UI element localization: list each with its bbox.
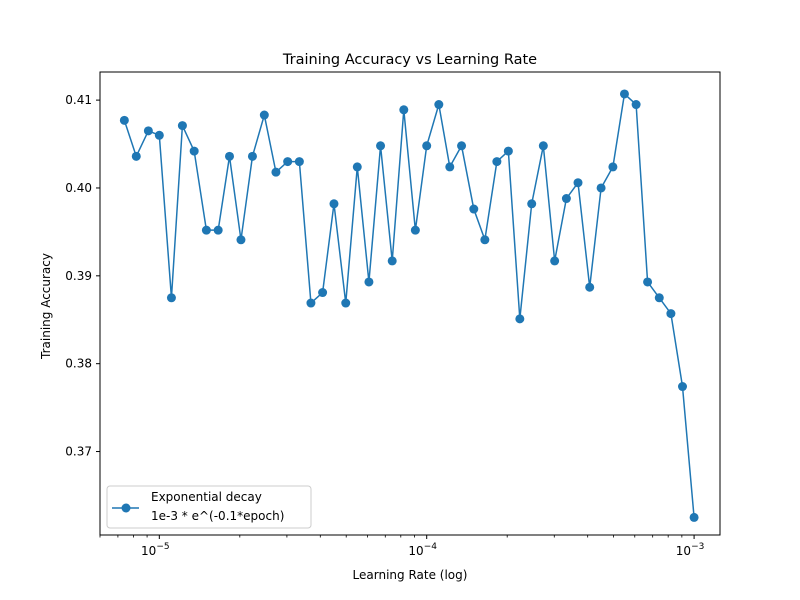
y-tick-label: 0.38 [65,357,92,371]
y-tick-label: 0.41 [65,93,92,107]
data-point [236,235,246,245]
legend-frame [106,485,312,529]
chart-title: Training Accuracy vs Learning Rate [282,52,537,68]
data-point [213,225,223,235]
data-point [410,225,420,235]
data-point [666,309,676,319]
legend-label-line1: Exponential decay [151,490,262,504]
y-axis-label: Training Accuracy [39,253,53,360]
data-point [422,141,432,151]
y-tick-label: 0.40 [65,181,92,195]
data-point [119,115,129,125]
plot-area: 0.37 0.38 0.39 0.40 0.41 10−5 10−4 10−3 [65,71,721,558]
data-point [677,382,687,392]
data-point [224,151,234,161]
x-axis-label: Learning Rate (log) [353,568,468,582]
data-point [376,141,386,151]
data-point [434,100,444,110]
data-point [341,298,351,308]
data-point [189,146,199,156]
data-point [492,157,502,167]
data-point [318,288,328,298]
data-point [619,89,629,99]
x-tick-label: 10−4 [408,542,437,558]
data-point [445,162,455,172]
y-tick-label: 0.39 [65,269,92,283]
data-point [329,199,339,209]
data-point [538,141,548,151]
series-line [123,93,695,518]
data-point [550,256,560,266]
data-point [689,512,699,522]
data-point [283,157,293,167]
data-point [154,130,164,140]
data-point [364,277,374,287]
y-tick-label: 0.37 [65,445,92,459]
data-point [271,167,281,177]
data-point [596,183,606,193]
data-point [654,293,664,303]
data-point [585,282,595,292]
data-point [143,126,153,136]
legend-label-line2: 1e-3 * e^(-0.1*epoch) [151,509,284,523]
data-point [166,293,176,303]
data-point [352,162,362,172]
data-point [561,194,571,204]
data-point [294,157,304,167]
data-point [457,141,467,151]
data-point [131,151,141,161]
data-point [201,225,211,235]
data-point [608,162,618,172]
data-point [527,199,537,209]
data-point [515,314,525,324]
data-point [573,178,583,188]
data-point [503,146,513,156]
axes-frame [99,71,721,536]
data-point [259,110,269,120]
data-point [247,151,257,161]
data-point [387,256,397,266]
data-point [469,204,479,214]
data-point [177,121,187,131]
data-point [480,235,490,245]
legend-marker-swatch [121,503,131,513]
data-point [631,100,641,110]
data-point [643,277,653,287]
data-point [399,105,409,115]
legend: Exponential decay 1e-3 * e^(-0.1*epoch) [106,485,312,529]
x-tick-label: 10−5 [141,542,170,558]
x-tick-label: 10−3 [676,542,705,558]
data-point [306,298,316,308]
